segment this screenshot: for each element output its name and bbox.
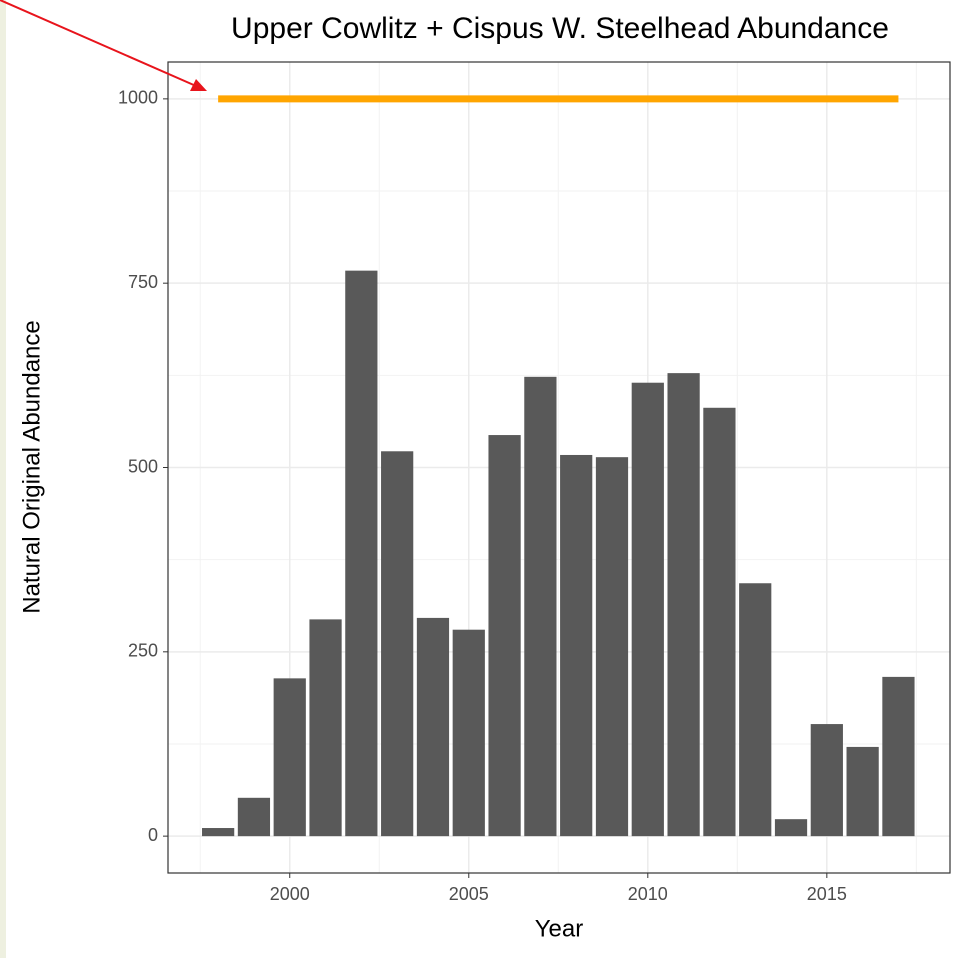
arrow-line bbox=[0, 0, 197, 87]
x-tick-label: 2005 bbox=[449, 884, 489, 904]
bar bbox=[452, 629, 485, 837]
y-tick-label: 250 bbox=[128, 641, 158, 661]
x-tick-label: 2010 bbox=[628, 884, 668, 904]
annotation-arrow bbox=[0, 0, 207, 91]
bar bbox=[488, 435, 521, 837]
bar bbox=[309, 619, 342, 837]
chart-title: Upper Cowlitz + Cispus W. Steelhead Abun… bbox=[231, 12, 889, 45]
bar bbox=[345, 270, 378, 837]
bar bbox=[774, 819, 808, 837]
bar bbox=[703, 407, 736, 837]
x-tick-label: 2000 bbox=[270, 884, 310, 904]
bar bbox=[560, 454, 593, 837]
bar bbox=[631, 382, 664, 837]
bar bbox=[524, 376, 557, 837]
bar bbox=[381, 451, 414, 837]
bar bbox=[416, 617, 450, 837]
bar bbox=[595, 457, 629, 837]
bar bbox=[846, 746, 879, 837]
left-strip bbox=[0, 0, 6, 958]
bar bbox=[667, 373, 700, 837]
y-tick-label: 1000 bbox=[118, 88, 158, 108]
bar bbox=[237, 797, 271, 837]
plot-area: 0 250 500 750 1000 2000 2005 2010 2015 bbox=[118, 61, 951, 904]
bar bbox=[810, 724, 843, 837]
bar bbox=[273, 678, 306, 837]
x-tick-label: 2015 bbox=[807, 884, 847, 904]
y-tick-label: 750 bbox=[128, 272, 158, 292]
bar bbox=[882, 676, 915, 837]
y-tick-label: 0 bbox=[148, 825, 158, 845]
panel-border bbox=[167, 61, 951, 874]
bar bbox=[739, 583, 772, 837]
y-axis-title: Natural Original Abundance bbox=[18, 320, 45, 614]
arrow-head bbox=[190, 79, 207, 91]
bar bbox=[202, 828, 235, 837]
x-axis-title: Year bbox=[535, 915, 584, 942]
y-tick-label: 500 bbox=[128, 456, 158, 476]
